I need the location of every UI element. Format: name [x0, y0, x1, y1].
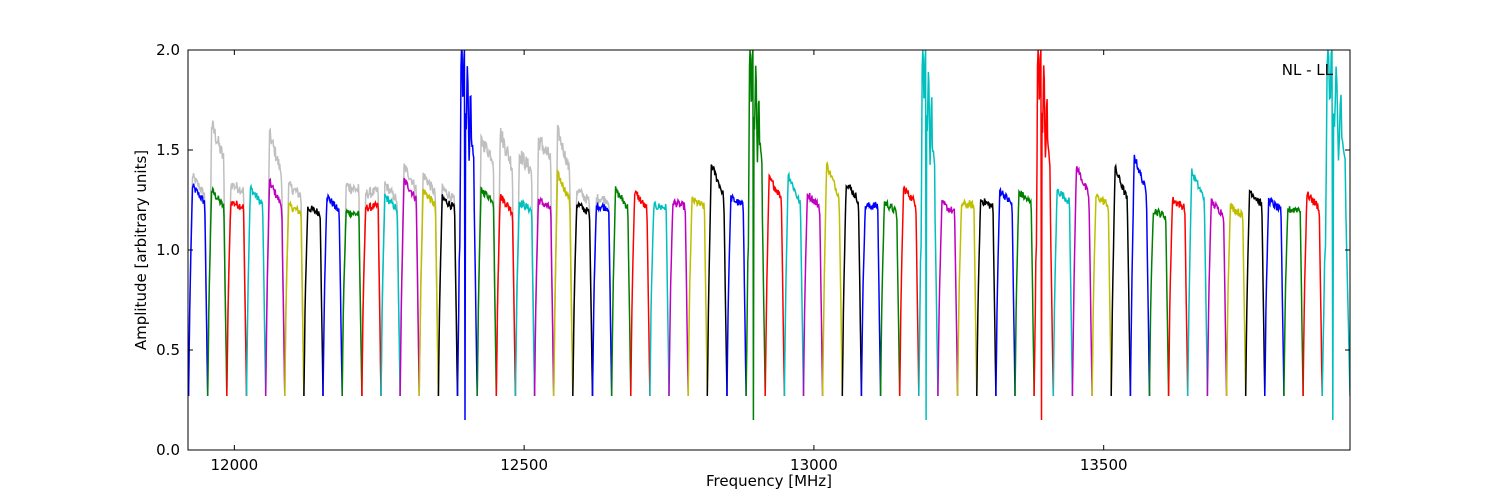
- band-line-26: [687, 195, 709, 397]
- band-line-47: [1091, 193, 1112, 397]
- band-line-18: [533, 196, 555, 397]
- band-line-46: [1071, 166, 1093, 397]
- band-line-22: [610, 186, 632, 397]
- band-line-50: [1148, 207, 1170, 397]
- band-line-11: [399, 177, 420, 397]
- band-line-8: [341, 208, 363, 397]
- band-line-34: [841, 183, 863, 397]
- band-line-6: [303, 205, 324, 397]
- band-line-27: [706, 164, 728, 397]
- y-tick-label: 0.5: [156, 341, 180, 359]
- x-tick-label: 13500: [1080, 456, 1128, 474]
- chart-annotation: NL - LL: [1282, 61, 1334, 79]
- band-line-19: [552, 168, 574, 397]
- band-line-16: [495, 194, 517, 397]
- band-line-49: [1129, 154, 1151, 397]
- band-line-33: [821, 160, 844, 397]
- band-line-54: [1225, 202, 1247, 397]
- band-line-4: [264, 177, 286, 397]
- y-tick-label: 2.0: [156, 41, 180, 59]
- band-line-30: [764, 173, 786, 397]
- band-line-28: [726, 193, 747, 397]
- band-line-9: [361, 199, 382, 397]
- band-line-31: [783, 171, 805, 397]
- band-line-39: [937, 199, 959, 397]
- band-line-13: [437, 194, 459, 397]
- band-line-7: [322, 192, 343, 397]
- x-tick-label: 12000: [211, 456, 259, 474]
- band-line-44: [1033, 50, 1055, 421]
- band-line-29: [745, 50, 766, 421]
- band-line-1: [206, 185, 228, 397]
- band-line-3: [245, 183, 267, 397]
- band-line-40: [956, 198, 978, 397]
- band-line-17: [514, 198, 536, 397]
- band-line-21: [591, 201, 613, 397]
- band-line-12: [418, 188, 440, 397]
- band-line-0: [188, 183, 209, 397]
- band-line-32: [802, 192, 824, 397]
- band-line-57: [1283, 206, 1304, 397]
- band-line-35: [860, 201, 882, 397]
- band-line-43: [1014, 188, 1035, 397]
- band-line-52: [1186, 168, 1209, 397]
- band-line-56: [1264, 196, 1285, 397]
- band-line-14: [456, 50, 478, 421]
- background-trace-18: [533, 136, 555, 397]
- band-line-51: [1167, 196, 1189, 397]
- background-trace-1: [206, 120, 228, 397]
- y-tick-label: 1.0: [156, 241, 180, 259]
- background-trace-17: [514, 150, 536, 397]
- band-line-25: [668, 197, 689, 397]
- band-line-55: [1244, 189, 1266, 397]
- background-trace-16: [495, 127, 517, 397]
- band-line-59: [1321, 50, 1350, 421]
- band-line-48: [1110, 163, 1132, 397]
- band-line-37: [898, 185, 920, 397]
- band-line-23: [630, 190, 651, 397]
- x-axis-label: Frequency [MHz]: [706, 472, 832, 490]
- band-line-15: [476, 186, 498, 397]
- band-line-24: [649, 200, 670, 397]
- band-line-5: [284, 200, 305, 397]
- band-line-20: [572, 200, 594, 397]
- x-tick-label: 13000: [790, 456, 838, 474]
- band-line-58: [1302, 191, 1323, 397]
- band-line-10: [380, 193, 401, 397]
- y-axis-label: Amplitude [arbitrary units]: [132, 150, 150, 350]
- band-line-45: [1052, 188, 1074, 397]
- band-line-36: [879, 198, 901, 397]
- y-tick-label: 0.0: [156, 441, 180, 459]
- band-line-2: [226, 200, 248, 397]
- x-tick-label: 12500: [500, 456, 548, 474]
- band-line-42: [995, 186, 1016, 397]
- band-line-41: [976, 198, 997, 397]
- band-line-38: [918, 50, 939, 421]
- y-tick-label: 1.5: [156, 141, 180, 159]
- band-line-53: [1206, 198, 1228, 397]
